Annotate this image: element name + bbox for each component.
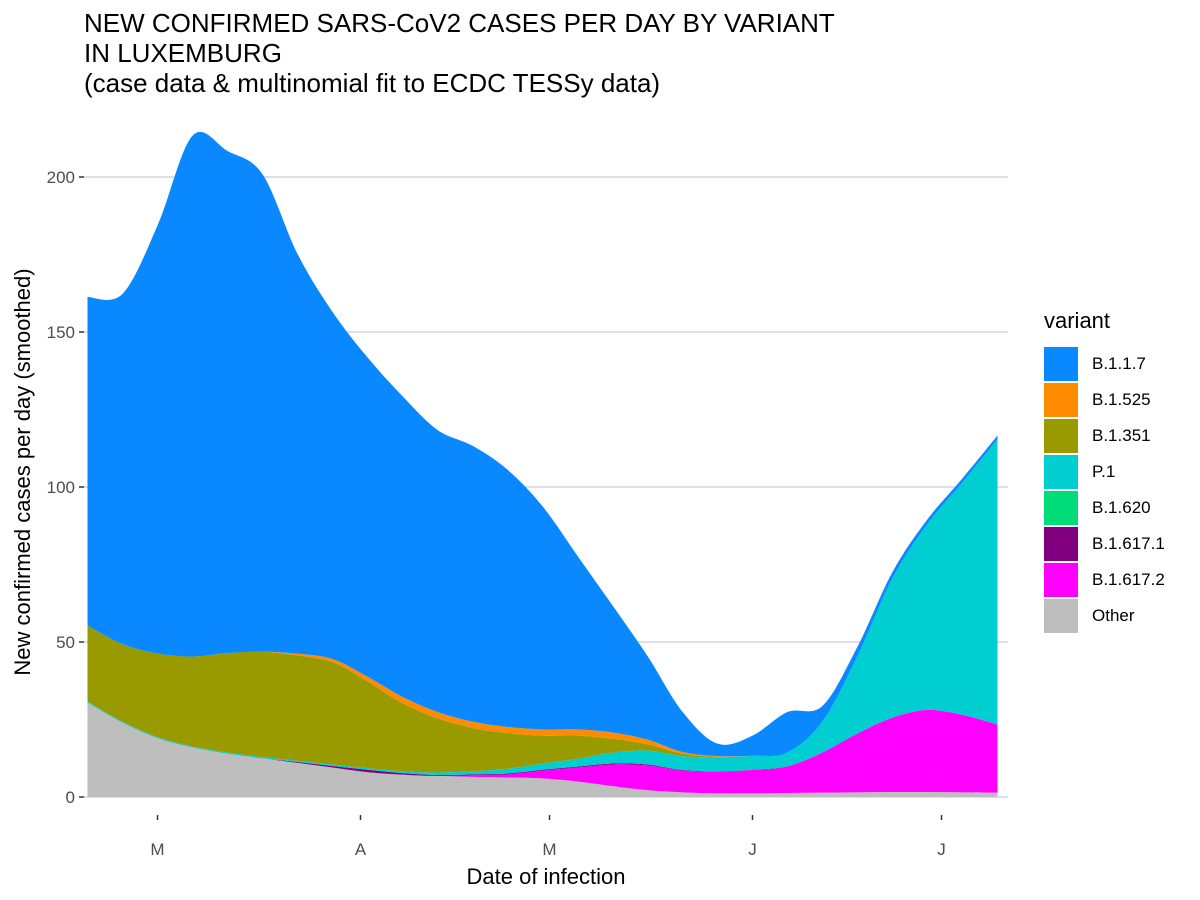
y-axis-label: New confirmed cases per day (smoothed) <box>10 268 35 675</box>
legend-swatch <box>1044 455 1078 489</box>
legend-label: B.1.351 <box>1092 426 1151 445</box>
legend-label: P.1 <box>1092 462 1116 481</box>
legend-swatch <box>1044 563 1078 597</box>
legend-swatch <box>1044 347 1078 381</box>
legend-swatch <box>1044 527 1078 561</box>
legend-item-p-1: P.1 <box>1044 454 1165 490</box>
legend-item-b-1-617-1: B.1.617.1 <box>1044 526 1165 562</box>
x-tick-label: A <box>355 840 367 859</box>
y-tick-label: 100 <box>47 478 75 497</box>
y-tick-label: 50 <box>56 633 75 652</box>
legend-label: B.1.617.2 <box>1092 570 1165 589</box>
legend-label: B.1.1.7 <box>1092 354 1146 373</box>
legend-label: B.1.525 <box>1092 390 1151 409</box>
legend-item-b-1-620: B.1.620 <box>1044 490 1165 526</box>
y-tick-label: 150 <box>47 323 75 342</box>
legend-swatch <box>1044 383 1078 417</box>
x-tick-label: J <box>937 840 946 859</box>
legend-swatch <box>1044 599 1078 633</box>
chart-title-line-1: NEW CONFIRMED SARS-CoV2 CASES PER DAY BY… <box>84 8 835 38</box>
x-tick-label: M <box>150 840 164 859</box>
legend-swatch <box>1044 419 1078 453</box>
axes: 0 50 100 150 200 M A M J J <box>47 168 946 859</box>
legend-label: Other <box>1092 606 1135 625</box>
legend-item-b-1-617-2: B.1.617.2 <box>1044 562 1165 598</box>
variant-areas <box>87 131 998 797</box>
x-axis-label: Date of infection <box>467 864 626 889</box>
area-b-1-351 <box>87 439 998 773</box>
chart-title-line-3: (case data & multinomial fit to ECDC TES… <box>84 68 661 98</box>
legend-title: variant <box>1044 308 1111 333</box>
chart-title-line-2: IN LUXEMBURG <box>84 38 282 68</box>
legend-item-other: Other <box>1044 598 1165 634</box>
legend-swatch <box>1044 491 1078 525</box>
legend-item-b-1-351: B.1.351 <box>1044 418 1165 454</box>
legend-item-b-1-525: B.1.525 <box>1044 382 1165 418</box>
y-tick-label: 0 <box>66 788 75 807</box>
legend-items: B.1.1.7 B.1.525 B.1.351 P.1 B.1.620 B.1.617.1… <box>1044 346 1165 634</box>
area-b-1-1-7 <box>87 131 998 757</box>
y-tick-label: 200 <box>47 168 75 187</box>
legend-label: B.1.617.1 <box>1092 534 1165 553</box>
legend: variant B.1.1.7 B.1.525 B.1.351 P.1 B.1.620 B… <box>1044 308 1165 634</box>
x-tick-label: J <box>748 840 757 859</box>
legend-item-b-1-1-7: B.1.1.7 <box>1044 346 1165 382</box>
x-tick-label: M <box>542 840 556 859</box>
legend-label: B.1.620 <box>1092 498 1151 517</box>
chart-title: NEW CONFIRMED SARS-CoV2 CASES PER DAY BY… <box>84 8 835 98</box>
area-b-1-617-2 <box>87 702 998 794</box>
area-other <box>87 702 998 797</box>
